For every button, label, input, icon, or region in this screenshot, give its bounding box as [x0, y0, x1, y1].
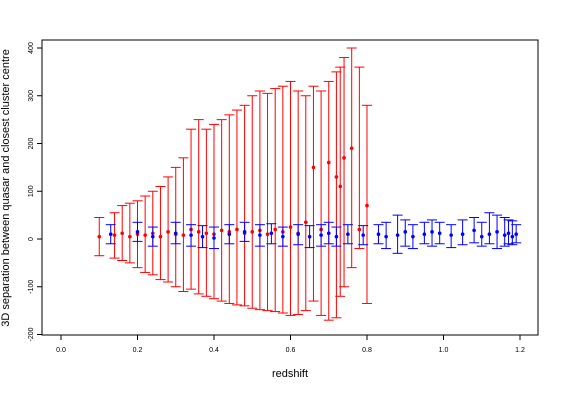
- data-point: [143, 233, 147, 237]
- data-point: [196, 230, 201, 234]
- y-axis-label: 3D separation between quasar and closest…: [0, 49, 12, 327]
- data-point: [158, 234, 163, 239]
- x-tick-label: 0.6: [286, 347, 296, 354]
- data-point: [173, 231, 178, 236]
- data-point: [487, 232, 492, 237]
- y-tick-label: -100: [28, 280, 35, 294]
- data-point: [258, 233, 262, 237]
- data-point: [120, 231, 124, 236]
- data-point: [395, 233, 400, 237]
- data-point: [495, 230, 499, 234]
- data-point: [361, 233, 365, 237]
- data-point: [265, 232, 270, 237]
- data-point: [334, 175, 339, 179]
- data-point: [242, 230, 247, 234]
- data-point: [422, 232, 427, 237]
- data-point: [430, 230, 434, 234]
- data-point: [437, 231, 442, 236]
- data-point: [273, 227, 278, 232]
- data-point: [376, 232, 381, 237]
- data-point: [269, 231, 274, 236]
- x-axis-label: redshift: [272, 368, 308, 380]
- data-point: [307, 234, 312, 239]
- x-tick-label: 0.4: [209, 347, 219, 354]
- x-tick-label: 1.0: [439, 347, 449, 354]
- data-point: [365, 203, 369, 208]
- data-point: [151, 234, 155, 239]
- data-point: [227, 232, 232, 237]
- y-tick-label: 200: [28, 138, 35, 150]
- data-point: [449, 233, 453, 237]
- data-point: [235, 227, 239, 232]
- data-point: [204, 231, 209, 236]
- data-point: [304, 220, 308, 225]
- data-point: [472, 228, 476, 233]
- x-tick-label: 1.2: [515, 347, 525, 354]
- y-tick-label: 0: [28, 237, 35, 241]
- data-point: [403, 230, 408, 234]
- data-point: [250, 230, 255, 234]
- data-point: [460, 232, 465, 237]
- y-tick-label: 100: [28, 185, 35, 197]
- data-point: [357, 227, 362, 232]
- data-point: [296, 232, 300, 237]
- data-point: [384, 234, 388, 239]
- y-tick-label: 400: [28, 42, 35, 54]
- x-tick-label: 0.2: [133, 347, 143, 354]
- data-point: [338, 184, 343, 189]
- y-tick-label: -200: [28, 327, 35, 341]
- y-axis: -200 -100 0 100 200 300 400: [28, 42, 42, 342]
- data-point: [135, 230, 140, 234]
- x-tick-label: 0.0: [56, 347, 66, 354]
- data-point: [212, 236, 216, 240]
- x-tick-label: 0.8: [362, 347, 372, 354]
- data-point: [346, 232, 350, 237]
- data-point: [108, 232, 113, 237]
- data-point: [181, 233, 186, 237]
- chart-marks: [94, 47, 522, 321]
- data-point: [166, 230, 170, 234]
- data-point: [219, 228, 224, 233]
- data-point: [200, 234, 205, 239]
- red-series: [94, 47, 372, 321]
- data-point: [326, 160, 331, 165]
- data-point: [112, 233, 117, 237]
- data-point: [311, 165, 316, 170]
- data-point: [479, 234, 484, 239]
- data-point: [502, 233, 507, 237]
- data-point: [342, 156, 346, 160]
- x-axis: 0.0 0.2 0.4 0.6 0.8 1.0 1.2: [56, 335, 525, 354]
- data-point: [288, 225, 293, 229]
- data-point: [510, 234, 515, 239]
- y-tick-label: 300: [28, 90, 35, 102]
- blue-series: [105, 212, 522, 254]
- data-point: [506, 231, 511, 236]
- data-point: [411, 234, 415, 239]
- data-point: [319, 233, 323, 237]
- data-point: [514, 232, 518, 237]
- data-point: [128, 234, 132, 239]
- data-point: [189, 233, 193, 237]
- data-point: [334, 234, 339, 239]
- data-point: [349, 146, 354, 151]
- data-point: [281, 234, 285, 239]
- data-point: [326, 231, 331, 236]
- data-point: [97, 234, 102, 239]
